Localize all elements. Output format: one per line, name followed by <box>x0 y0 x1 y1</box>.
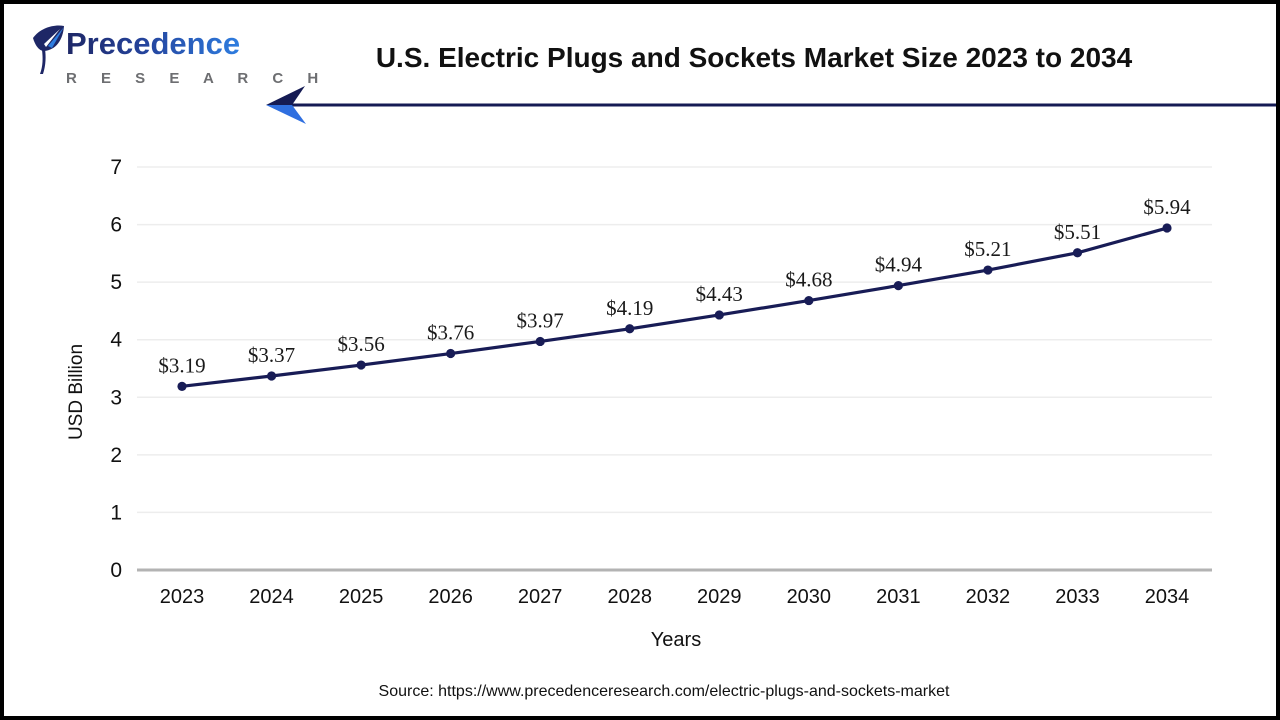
data-point <box>356 360 366 370</box>
data-label: $5.21 <box>964 237 1011 261</box>
x-axis-title: Years <box>651 629 701 651</box>
data-point <box>177 381 187 391</box>
data-label: $4.68 <box>785 268 832 292</box>
x-axis-tick: 2026 <box>428 586 473 608</box>
series-line <box>181 226 1168 388</box>
data-label: $3.19 <box>158 353 205 377</box>
y-axis-tick: 4 <box>110 329 122 352</box>
x-axis-tick: 2030 <box>787 586 832 608</box>
y-axis-tick: 3 <box>110 386 122 409</box>
y-axis-tick: 7 <box>110 156 122 179</box>
x-axis-tick: 2024 <box>249 586 294 608</box>
y-axis-title: USD Billion <box>66 344 87 440</box>
arrowhead-bottom-icon <box>266 105 306 124</box>
data-label: $3.37 <box>248 343 295 367</box>
data-label: $4.43 <box>696 282 743 306</box>
x-axis-tick: 2034 <box>1145 586 1190 608</box>
x-axis-tick: 2027 <box>518 586 563 608</box>
data-label: $4.19 <box>606 296 653 320</box>
y-axis-tick: 6 <box>110 214 122 237</box>
data-label: $3.56 <box>337 332 384 356</box>
data-point <box>625 324 635 334</box>
data-point <box>266 371 277 381</box>
brand-name: Precedence <box>66 24 240 64</box>
data-point <box>714 310 724 320</box>
x-axis-tick: 2033 <box>1055 586 1100 608</box>
data-point <box>893 280 903 291</box>
x-axis-tick: 2032 <box>966 586 1011 608</box>
data-label: $3.97 <box>517 308 564 332</box>
source-link[interactable]: Source: https://www.precedenceresearch.c… <box>378 683 950 700</box>
data-label: $3.76 <box>427 321 474 345</box>
y-axis-tick: 1 <box>110 501 122 524</box>
brand-subtitle: R E S E A R C H <box>66 70 329 87</box>
line-chart: 0 1 2 3 4 5 6 7 2023 2024 2025 2026 2027 2028 2029 2030… <box>66 156 1212 651</box>
arrowhead-top-icon <box>266 86 305 105</box>
data-point <box>1162 223 1172 233</box>
y-axis-tick: 2 <box>110 444 122 467</box>
leaf-logo-icon <box>33 25 64 74</box>
x-axis-tick: 2028 <box>607 586 652 608</box>
y-axis-tick: 5 <box>110 271 122 294</box>
data-point <box>535 336 545 347</box>
precedence-research-logo: Precedence R E S E A R C H <box>30 24 328 87</box>
x-axis-tick: 2025 <box>339 586 384 608</box>
x-axis-tick: 2029 <box>697 586 742 608</box>
data-point <box>983 265 993 275</box>
data-point <box>1072 248 1083 258</box>
data-label: $5.51 <box>1054 220 1101 244</box>
arrow-divider <box>266 86 1276 124</box>
data-point <box>804 295 814 306</box>
x-axis-tick: 2031 <box>876 586 921 608</box>
data-label: $4.94 <box>875 253 923 277</box>
y-axis-tick: 0 <box>110 559 122 582</box>
data-point <box>446 348 456 359</box>
data-label: $5.94 <box>1143 195 1191 219</box>
chart-title: U.S. Electric Plugs and Sockets Market S… <box>375 42 1133 73</box>
x-axis-tick: 2023 <box>160 586 205 608</box>
